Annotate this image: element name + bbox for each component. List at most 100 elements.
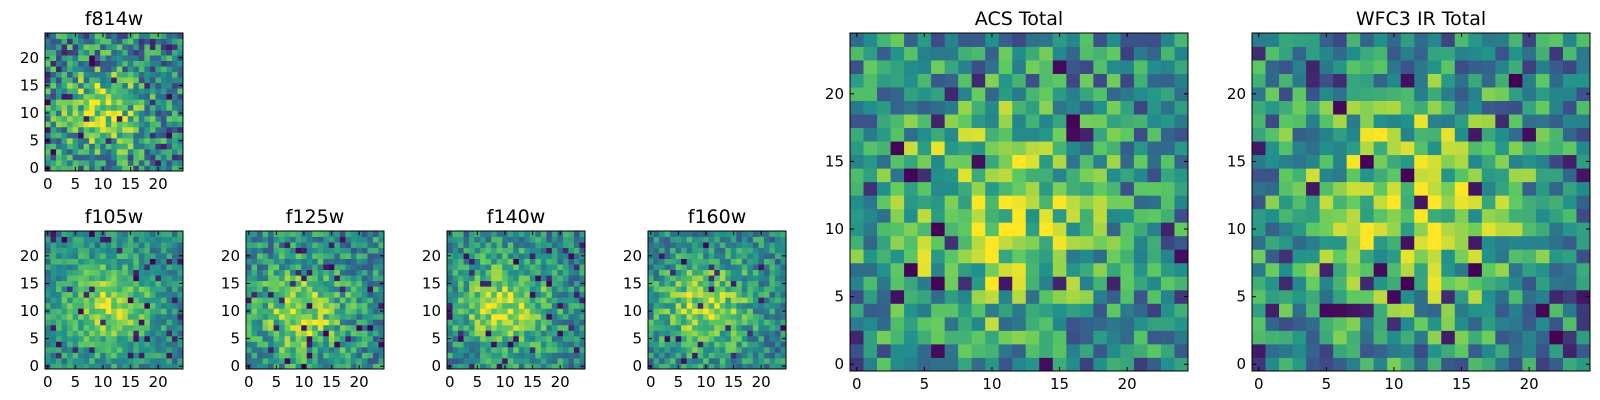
heatmap-cell <box>160 132 167 139</box>
heatmap-cell <box>100 99 107 106</box>
heatmap-cell <box>659 313 665 320</box>
heatmap-cell <box>67 104 73 111</box>
heatmap-cell <box>251 258 258 265</box>
heatmap-cell <box>83 258 90 265</box>
heatmap-cell <box>284 330 291 337</box>
heatmap-cell <box>160 319 167 326</box>
heatmap-cell <box>985 208 1000 223</box>
heatmap-cell <box>1522 222 1537 237</box>
heatmap-cell <box>692 231 699 237</box>
heatmap-cell <box>155 110 162 117</box>
axes-frame <box>44 230 184 370</box>
heatmap-cell <box>61 330 68 337</box>
heatmap-cell <box>155 302 162 309</box>
heatmap-cell <box>127 110 134 117</box>
heatmap-cell <box>284 363 291 370</box>
heatmap-cell <box>149 291 156 298</box>
heatmap-cell <box>67 363 73 370</box>
heatmap-cell <box>1535 316 1550 331</box>
heatmap-cell <box>1481 168 1496 183</box>
heatmap-cell <box>904 289 918 304</box>
heatmap-cell <box>127 77 134 84</box>
heatmap-cell <box>67 77 73 84</box>
heatmap-cell <box>697 297 704 304</box>
heatmap-cell <box>1265 195 1280 210</box>
heatmap-cell <box>1093 168 1108 183</box>
heatmap-cell <box>345 269 352 276</box>
heatmap-cell <box>850 222 864 237</box>
heatmap-cell <box>1535 73 1550 88</box>
heatmap-cell <box>971 73 986 88</box>
heatmap-cell <box>686 352 693 359</box>
heatmap-cell <box>573 357 580 364</box>
heatmap-cell <box>568 319 575 326</box>
heatmap-cell <box>1252 87 1266 101</box>
heatmap-cell <box>89 154 96 161</box>
heatmap-cell <box>284 286 291 293</box>
heatmap-cell <box>524 236 531 243</box>
heatmap-cell <box>1147 181 1162 196</box>
heatmap-cell <box>1012 114 1027 129</box>
x-tick-label: 0 <box>646 373 656 391</box>
heatmap-cell <box>72 71 79 78</box>
heatmap-cell <box>648 313 654 320</box>
heatmap-cell <box>67 242 73 248</box>
heatmap-cell <box>529 247 536 254</box>
heatmap-cell <box>116 71 123 78</box>
heatmap-cell <box>171 93 178 100</box>
heatmap-cell <box>116 319 123 326</box>
heatmap-cell <box>1522 303 1537 318</box>
heatmap-cell <box>890 46 905 61</box>
heatmap-cell <box>708 269 715 276</box>
heatmap-cell <box>692 275 699 282</box>
heatmap-cell <box>1373 249 1388 264</box>
heatmap-cell <box>1025 195 1040 210</box>
heatmap-cell <box>917 235 932 250</box>
heatmap-cell <box>72 159 79 166</box>
heatmap-cell <box>312 264 319 271</box>
heatmap-cell <box>56 71 62 78</box>
heatmap-cell <box>469 258 475 265</box>
heatmap-cell <box>246 264 252 271</box>
heatmap-cell <box>1576 249 1591 264</box>
heatmap-cell <box>83 143 90 150</box>
heatmap-cell <box>268 236 274 243</box>
heatmap-cell <box>1120 343 1135 358</box>
heatmap-cell <box>1373 316 1388 331</box>
heatmap-cell <box>1120 73 1135 88</box>
heatmap-cell <box>279 324 286 331</box>
heatmap-cell <box>1066 127 1081 142</box>
heatmap-cell <box>284 231 291 237</box>
heatmap-cell <box>725 242 732 248</box>
heatmap-cell <box>653 324 660 331</box>
heatmap-cell <box>890 262 905 277</box>
heatmap-cell <box>719 286 726 293</box>
heatmap-cell <box>138 143 145 150</box>
heatmap-cell <box>579 242 586 248</box>
heatmap-cell <box>769 286 776 293</box>
heatmap-cell <box>958 127 973 142</box>
heatmap-cell <box>1160 235 1175 250</box>
heatmap-cell <box>557 335 564 342</box>
heatmap-cell <box>931 73 946 88</box>
heatmap-cell <box>323 324 330 331</box>
heatmap-cell <box>350 352 357 359</box>
heatmap-cell <box>719 357 726 364</box>
heatmap-cell <box>127 352 134 359</box>
heatmap-cell <box>850 127 864 142</box>
heatmap-cell <box>719 352 726 359</box>
y-tick-label: 5 <box>834 288 844 306</box>
heatmap-cell <box>681 236 688 243</box>
heatmap-cell <box>279 297 286 304</box>
heatmap-cell <box>144 308 151 315</box>
heatmap-cell <box>166 242 173 248</box>
heatmap-cell <box>1279 127 1293 142</box>
heatmap-cell <box>83 346 90 353</box>
heatmap-cell <box>1039 208 1054 223</box>
heatmap-cell <box>1414 276 1429 291</box>
heatmap-cell <box>122 132 129 139</box>
heatmap-cell <box>378 269 385 276</box>
heatmap-cell <box>138 363 145 370</box>
heatmap-cell <box>1279 195 1293 210</box>
heatmap-cell <box>323 275 330 282</box>
